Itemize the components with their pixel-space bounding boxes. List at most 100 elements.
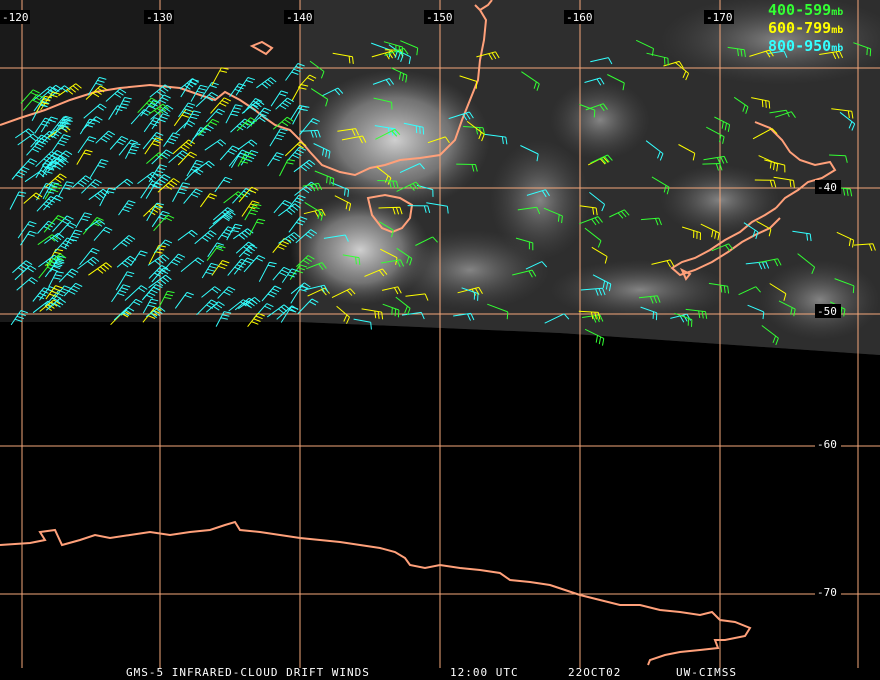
wind-barb (678, 144, 696, 161)
wind-barb (20, 230, 37, 246)
wind-barb (45, 298, 66, 311)
wind-barb (195, 91, 219, 108)
wind-barb (168, 150, 189, 163)
wind-barb (638, 295, 661, 304)
wind-barb (512, 269, 537, 278)
wind-barb (164, 253, 186, 270)
wind-barb (54, 237, 75, 253)
wind-barb (487, 303, 509, 320)
wind-barb (241, 100, 265, 114)
wind-barb (711, 243, 734, 252)
wind-barb (309, 60, 325, 79)
product-footer: GMS-5 INFRARED-CLOUD DRIFT WINDS 12:00 U… (126, 666, 736, 679)
wind-barb (769, 283, 787, 301)
wind-barb (238, 244, 258, 258)
wind-barb (151, 210, 170, 228)
wind-barb (250, 107, 272, 125)
wind-barb (88, 188, 110, 201)
wind-barb (303, 208, 326, 218)
wind-barb (280, 306, 299, 323)
wind-barb (180, 257, 205, 272)
wind-barb (768, 50, 788, 58)
wind-barb (77, 136, 97, 154)
wind-barb (85, 85, 107, 100)
latitude-labels: -40 -50 -60 -70 (815, 180, 841, 599)
wind-barb (297, 74, 317, 88)
wind-barb (237, 151, 254, 167)
wind-barb (839, 111, 856, 131)
wind-barb (300, 129, 321, 138)
wind-barb (331, 288, 356, 299)
wind-barb (373, 97, 393, 110)
wind-barb (646, 52, 669, 66)
wind-barb (41, 149, 64, 166)
wind-barb (380, 248, 398, 265)
wind-barb (375, 128, 401, 140)
wind-barb (172, 182, 191, 203)
wind-barb (381, 286, 402, 295)
wind-barb (651, 259, 675, 268)
wind-barb (240, 150, 259, 166)
wind-barb (142, 132, 164, 150)
wind-barb (151, 174, 171, 187)
latitude-label: -60 (817, 438, 837, 451)
wind-barb (342, 254, 361, 265)
latitude-label: -70 (817, 586, 837, 599)
wind-barb (579, 216, 603, 226)
wind-barb (287, 194, 306, 209)
wind-barb (57, 181, 74, 198)
wind-barb (401, 311, 425, 320)
wind-barb (591, 246, 608, 264)
wind-barb (403, 122, 425, 135)
wind-barb (44, 289, 66, 307)
wind-barb (215, 311, 232, 327)
wind-barb (217, 226, 235, 241)
wind-barb (43, 194, 64, 211)
wind-barb (395, 296, 411, 316)
wind-barb (99, 187, 116, 207)
wind-barb (42, 182, 60, 200)
wind-barb (151, 149, 173, 165)
wind-barb (44, 183, 63, 200)
wind-barb (275, 97, 294, 110)
wind-barb (51, 134, 71, 153)
wind-barb (148, 164, 168, 183)
wind-barb (44, 260, 65, 278)
wind-barb (236, 117, 258, 132)
wind-barb (229, 83, 246, 97)
south-queensland-coast (479, 0, 493, 11)
wind-barb (685, 308, 708, 319)
wind-barb (448, 111, 474, 121)
wind-barb (582, 314, 604, 323)
wind-barb (23, 192, 43, 204)
antarctica-coast (0, 520, 752, 666)
wind-barb (93, 226, 113, 241)
wind-barb (405, 293, 429, 301)
wind-barb (233, 228, 254, 240)
wind-barb (113, 178, 134, 191)
wind-barb (190, 84, 208, 102)
wind-barb (183, 110, 201, 129)
wind-barb (63, 282, 83, 297)
wind-barb (584, 328, 605, 346)
product-time: 12:00 UTC (450, 666, 519, 679)
wind-barb (313, 143, 331, 159)
wind-barb (310, 88, 329, 107)
wind-barb (15, 158, 38, 176)
wind-barb (148, 245, 166, 265)
wind-barb (75, 212, 92, 229)
wind-barb (44, 253, 67, 267)
wind-barb (143, 284, 163, 299)
wind-barb (177, 151, 198, 166)
wind-barb (113, 306, 135, 321)
wind-barbs (9, 39, 876, 346)
wind-barb (116, 255, 137, 268)
wind-barb (140, 100, 161, 117)
wind-barb (286, 146, 307, 162)
wind-barb (33, 97, 51, 112)
wind-barb (396, 247, 413, 266)
longitude-label: -140 (286, 11, 313, 24)
wind-barb (12, 260, 33, 274)
wind-barb (207, 242, 225, 258)
